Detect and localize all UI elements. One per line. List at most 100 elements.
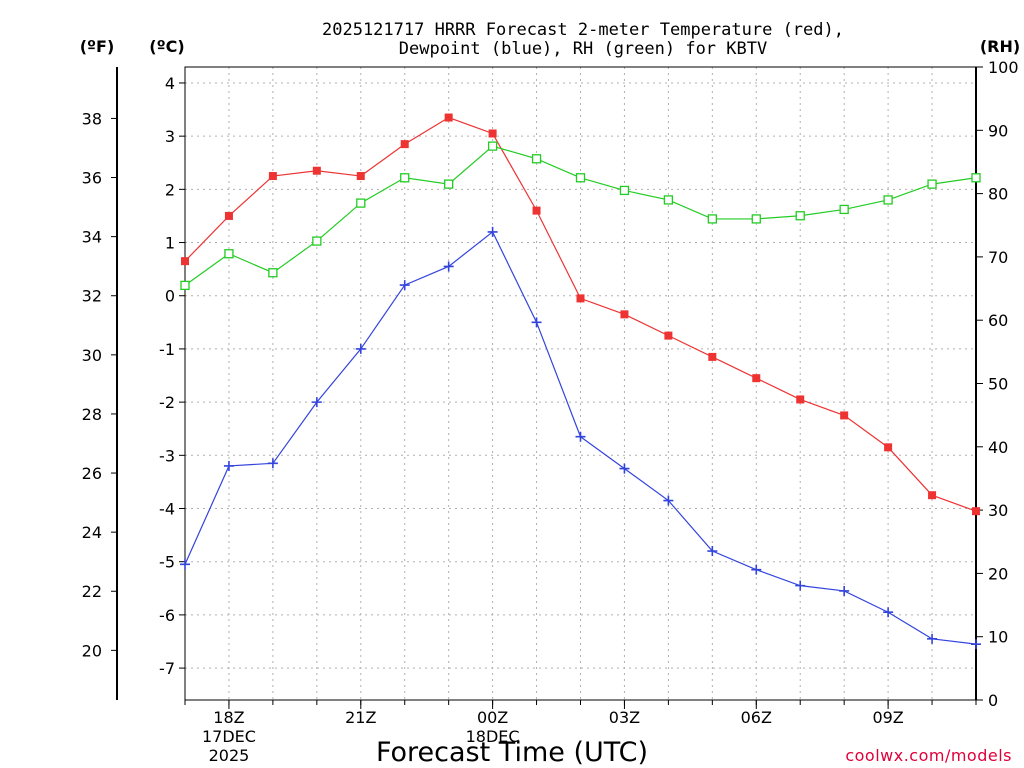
credit-label: coolwx.com/models: [845, 746, 1012, 765]
dewpoint-point: [487, 226, 498, 237]
rh-point: [707, 214, 717, 224]
celsius-tick-label: -3: [159, 446, 175, 465]
fahrenheit-tick-label: 32: [82, 287, 102, 306]
rh-tick-label: 100: [988, 58, 1019, 77]
chart-subtitle: Dewpoint (blue), RH (green) for KBTV: [399, 39, 767, 59]
fahrenheit-tick-label: 38: [82, 109, 102, 128]
temperature-point: [488, 129, 497, 138]
time-tick-label: 09Z: [872, 708, 903, 727]
rh-point: [531, 154, 542, 164]
rh-point: [663, 195, 674, 205]
temperature-point: [400, 140, 409, 149]
rh-point: [751, 214, 761, 224]
rh-tick-label: 80: [988, 185, 1008, 204]
celsius-tick-label: 1: [165, 234, 175, 253]
rh-point: [575, 173, 586, 183]
celsius-tick-label: -6: [159, 606, 175, 625]
dewpoint-point: [311, 397, 322, 408]
temperature-point: [840, 411, 849, 420]
time-tick-label: 00Z: [477, 708, 508, 727]
temperature-point: [620, 310, 629, 319]
rh-point: [224, 249, 234, 259]
dewpoint-point: [883, 607, 894, 618]
grid-lines: [185, 67, 976, 700]
temperature-point: [664, 331, 673, 340]
time-tick-label: 21Z: [345, 708, 376, 727]
temperature-point: [752, 374, 761, 383]
year-label: 2025: [209, 746, 250, 765]
temperature-point: [972, 507, 980, 516]
rh-tick-label: 30: [988, 501, 1008, 520]
rh-point: [487, 141, 498, 151]
temperature-point: [708, 352, 717, 361]
x-axis-title: Forecast Time (UTC): [376, 737, 648, 768]
dewpoint-point: [399, 280, 410, 291]
celsius-unit-label: (ºC): [149, 37, 184, 56]
celsius-tick-label: 4: [165, 74, 175, 93]
fahrenheit-tick-label: 20: [82, 641, 102, 660]
date-label: 17DEC: [202, 727, 256, 746]
dewpoint-point: [531, 317, 542, 328]
rh-unit-label: (RH): [980, 37, 1020, 56]
rh-tick-label: 60: [988, 311, 1008, 330]
temperature-point: [928, 491, 937, 500]
time-tick-label: 06Z: [741, 708, 772, 727]
rh-tick-label: 20: [988, 564, 1008, 583]
rh-point: [268, 268, 278, 278]
series-group: [180, 113, 981, 650]
fahrenheit-axis: 38 36 34 32 30 28 26 24 22 20: [82, 109, 117, 660]
temperature-point: [312, 166, 321, 175]
dewpoint-point: [971, 639, 981, 650]
celsius-tick-label: 3: [165, 127, 175, 146]
fahrenheit-tick-label: 26: [82, 464, 102, 483]
temperature-point: [224, 211, 233, 220]
chart-title: 2025121717 HRRR Forecast 2-meter Tempera…: [322, 20, 844, 40]
dewpoint-point: [663, 495, 674, 506]
celsius-tick-label: -5: [159, 553, 175, 572]
time-tick-label: 03Z: [609, 708, 640, 727]
fahrenheit-unit-label: (ºF): [80, 37, 115, 56]
rh-tick-label: 90: [988, 121, 1008, 140]
rh-tick-label: 50: [988, 375, 1008, 394]
fahrenheit-tick-label: 36: [82, 169, 102, 188]
fahrenheit-tick-label: 28: [82, 405, 102, 424]
rh-point: [883, 195, 893, 205]
fahrenheit-tick-label: 30: [82, 346, 102, 365]
dewpoint-point: [839, 585, 850, 596]
temperature-point: [532, 206, 541, 215]
rh-point: [927, 179, 937, 189]
temperature-point: [576, 294, 585, 303]
temperature-point: [356, 172, 365, 181]
dewpoint-point: [927, 633, 938, 644]
dewpoint-point: [751, 564, 762, 575]
fahrenheit-tick-label: 24: [82, 523, 102, 542]
rh-point: [180, 280, 190, 291]
celsius-tick-label: -4: [159, 500, 175, 519]
date-label: 18DEC: [466, 727, 520, 746]
temperature-point: [268, 172, 277, 181]
temperature-point: [444, 113, 453, 122]
celsius-tick-label: -7: [159, 659, 175, 678]
dewpoint-point: [355, 343, 366, 354]
celsius-tick-label: -2: [159, 393, 175, 412]
dewpoint-point: [443, 261, 454, 272]
celsius-axis: 4 3 2 1 0 -1 -2 -3 -4 -5 -6 -7: [159, 74, 185, 678]
rh-tick-label: 40: [988, 438, 1008, 457]
rh-point: [312, 236, 322, 246]
fahrenheit-tick-label: 34: [82, 228, 102, 247]
plot-frame: [184, 66, 977, 701]
rh-line: [184, 145, 977, 286]
rh-point: [619, 185, 630, 196]
temperature-point: [884, 443, 893, 452]
rh-point: [971, 173, 981, 183]
temperature-point: [181, 257, 189, 266]
rh-point: [839, 204, 849, 215]
celsius-tick-label: 0: [165, 287, 175, 306]
dewpoint-point: [180, 559, 190, 570]
rh-point: [356, 198, 366, 208]
rh-point: [400, 173, 410, 183]
dewpoint-point: [223, 460, 234, 471]
